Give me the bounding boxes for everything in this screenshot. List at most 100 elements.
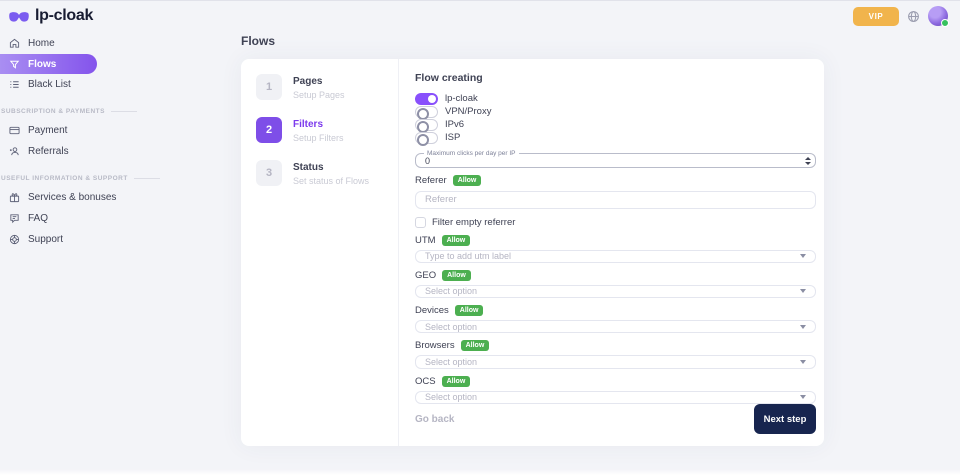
ocs-select[interactable] bbox=[415, 390, 816, 404]
browsers-select[interactable] bbox=[415, 355, 816, 369]
devices-label: Devices bbox=[415, 305, 449, 317]
geo-select-input[interactable] bbox=[416, 286, 800, 297]
referrals-icon bbox=[9, 147, 19, 156]
devices-select[interactable] bbox=[415, 320, 816, 334]
steps-panel: 1 Pages Setup Pages 2 Filters Setup Filt… bbox=[241, 59, 399, 446]
faq-icon bbox=[10, 214, 19, 224]
flow-card: 1 Pages Setup Pages 2 Filters Setup Filt… bbox=[241, 59, 824, 446]
go-back-link[interactable]: Go back bbox=[415, 413, 455, 425]
section-label-text: Useful information & support bbox=[1, 175, 128, 182]
stepper-up-icon[interactable] bbox=[805, 156, 811, 160]
step-number: 3 bbox=[256, 160, 282, 186]
filter-empty-referrer-checkbox[interactable] bbox=[415, 216, 426, 228]
toggle-vpn-proxy[interactable]: VPN/Proxy bbox=[415, 105, 816, 120]
geo-allow-badge[interactable]: Allow bbox=[442, 269, 471, 281]
utm-select-input[interactable] bbox=[416, 251, 800, 262]
ocs-allow-badge[interactable]: Allow bbox=[441, 375, 471, 387]
toggle-switch-off[interactable] bbox=[415, 105, 438, 120]
geo-label-row: GEO Allow bbox=[415, 269, 816, 281]
toggle-label: IPv6 bbox=[445, 119, 465, 130]
chevron-down-icon bbox=[800, 324, 806, 329]
sidebar-item-referrals[interactable]: Referrals bbox=[0, 141, 230, 162]
sidebar-item-label: Home bbox=[28, 38, 55, 49]
step-title: Pages bbox=[293, 76, 323, 87]
chevron-down-icon bbox=[800, 254, 806, 259]
step-subtitle: Setup Pages bbox=[293, 90, 345, 100]
step-filters[interactable]: 2 Filters Setup Filters bbox=[256, 117, 398, 143]
devices-select-input[interactable] bbox=[416, 321, 800, 332]
filters-form: Flow creating lp-cloak VPN/Proxy IPv6 IS… bbox=[399, 59, 824, 446]
sidebar-section-subscription: Subscription & Payments bbox=[1, 108, 230, 115]
toggle-switch-off[interactable] bbox=[415, 118, 438, 133]
referer-field bbox=[415, 191, 816, 209]
ocs-select-input[interactable] bbox=[416, 392, 800, 403]
step-pages[interactable]: 1 Pages Setup Pages bbox=[256, 74, 398, 100]
geo-label: GEO bbox=[415, 269, 437, 281]
flows-icon bbox=[9, 60, 20, 69]
bottom-fade bbox=[0, 469, 960, 475]
ocs-label-row: OCS Allow bbox=[415, 375, 816, 387]
toggle-label: ISP bbox=[445, 132, 461, 143]
sidebar-item-support[interactable]: Support bbox=[0, 229, 230, 250]
sidebar-item-black-list[interactable]: Black List bbox=[0, 74, 230, 95]
home-icon bbox=[9, 38, 20, 48]
devices-label-row: Devices Allow bbox=[415, 305, 816, 317]
chevron-down-icon bbox=[800, 360, 806, 365]
browsers-label: Browsers bbox=[415, 340, 455, 352]
user-avatar[interactable] bbox=[928, 6, 949, 27]
geo-select[interactable] bbox=[415, 284, 816, 299]
toggle-lp-cloak[interactable]: lp-cloak bbox=[415, 92, 816, 105]
toggle-label: lp-cloak bbox=[445, 93, 478, 104]
filter-empty-referrer-row[interactable]: Filter empty referrer bbox=[415, 216, 816, 228]
utm-allow-badge[interactable]: Allow bbox=[441, 234, 471, 246]
sidebar-item-label: Referrals bbox=[28, 146, 69, 157]
support-icon bbox=[9, 234, 20, 245]
browsers-allow-badge[interactable]: Allow bbox=[460, 340, 490, 352]
vip-button[interactable]: VIP bbox=[853, 6, 899, 26]
sidebar-item-label: FAQ bbox=[28, 213, 49, 224]
toggle-switch-off[interactable] bbox=[415, 131, 438, 146]
step-title: Status bbox=[293, 162, 324, 173]
step-number: 2 bbox=[256, 117, 282, 143]
black-list-icon bbox=[10, 81, 19, 88]
referer-allow-badge[interactable]: Allow bbox=[452, 175, 482, 187]
sidebar-item-home[interactable]: Home bbox=[0, 33, 230, 54]
max-clicks-label: Maximum clicks per day per IP bbox=[424, 150, 519, 157]
browsers-select-input[interactable] bbox=[416, 357, 800, 368]
step-subtitle: Setup Filters bbox=[293, 133, 344, 143]
toggle-ipv6[interactable]: IPv6 bbox=[415, 118, 816, 133]
devices-allow-badge[interactable]: Allow bbox=[454, 305, 484, 317]
filter-empty-referrer-label: Filter empty referrer bbox=[432, 216, 516, 228]
sidebar-item-label: Support bbox=[28, 234, 64, 245]
next-step-button[interactable]: Next step bbox=[754, 404, 816, 434]
sidebar-item-label: Flows bbox=[28, 58, 57, 70]
browsers-label-row: Browsers Allow bbox=[415, 340, 816, 352]
mask-logo-icon bbox=[9, 11, 29, 22]
number-stepper[interactable] bbox=[801, 156, 815, 165]
section-label-text: Subscription & Payments bbox=[1, 108, 105, 115]
sidebar-section-support: Useful information & support bbox=[1, 175, 230, 182]
step-title: Filters bbox=[293, 119, 324, 130]
sidebar-item-services[interactable]: Services & bonuses bbox=[0, 187, 230, 208]
form-footer: Go back Next step bbox=[415, 404, 816, 434]
stepper-down-icon[interactable] bbox=[805, 161, 811, 165]
max-clicks-input[interactable] bbox=[416, 155, 801, 166]
referer-label-row: Referer Allow bbox=[415, 175, 816, 187]
globe-icon[interactable] bbox=[907, 10, 920, 23]
logo-text: lp-cloak bbox=[35, 7, 94, 24]
sidebar-item-label: Payment bbox=[28, 125, 68, 136]
sidebar-item-label: Services & bonuses bbox=[28, 192, 117, 203]
max-clicks-field: Maximum clicks per day per IP bbox=[415, 150, 816, 169]
sidebar-item-faq[interactable]: FAQ bbox=[0, 208, 230, 229]
referer-input[interactable] bbox=[416, 194, 815, 206]
toggle-label: VPN/Proxy bbox=[445, 106, 492, 117]
toggle-isp[interactable]: ISP bbox=[415, 131, 816, 146]
sidebar: Home Flows Black List Subscription & Pay… bbox=[0, 33, 230, 250]
form-title: Flow creating bbox=[415, 72, 483, 84]
sidebar-item-payment[interactable]: Payment bbox=[0, 120, 230, 141]
step-status[interactable]: 3 Status Set status of Flows bbox=[256, 160, 398, 186]
chevron-down-icon bbox=[800, 395, 806, 400]
toggle-switch-on[interactable] bbox=[415, 92, 438, 105]
sidebar-item-flows[interactable]: Flows bbox=[0, 54, 97, 74]
utm-select[interactable] bbox=[415, 249, 816, 263]
